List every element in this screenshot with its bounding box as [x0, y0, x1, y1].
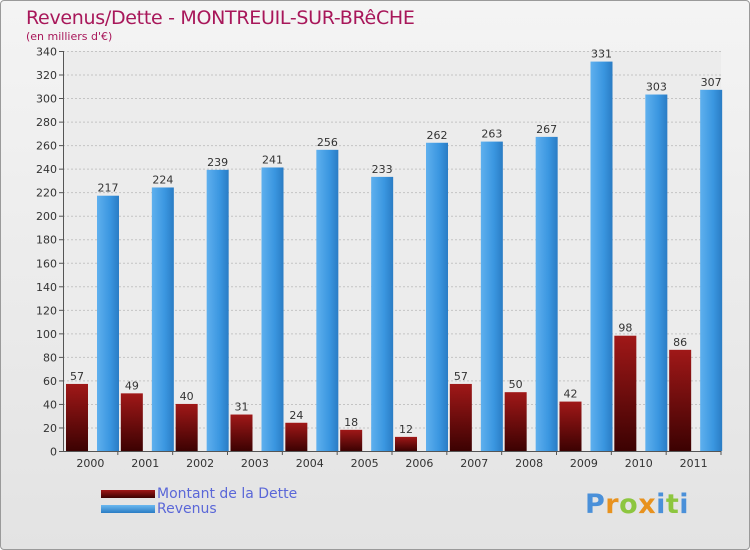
x-tick-label: 2003 [241, 457, 269, 470]
data-label-dette: 31 [235, 401, 249, 414]
logo-letter: x [638, 489, 657, 520]
data-label-revenus: 307 [701, 76, 722, 89]
chart-subtitle: (en milliers d'€) [26, 30, 113, 43]
bar-dette [120, 393, 143, 451]
x-tick-label: 2010 [625, 457, 653, 470]
y-tick-label: 140 [36, 281, 57, 294]
bar-dette [669, 349, 692, 451]
bar-revenus [151, 187, 174, 451]
data-label-dette: 24 [289, 409, 303, 422]
logo-letter: r [605, 489, 620, 520]
legend-swatch-dette [101, 490, 155, 498]
logo-letter: i [656, 489, 666, 520]
bar-revenus [316, 149, 339, 451]
data-label-dette: 57 [454, 370, 468, 383]
x-tick-label: 2001 [131, 457, 159, 470]
chart-title: Revenus/Dette - MONTREUIL-SUR-BRêCHE [26, 7, 415, 29]
bar-revenus [426, 142, 448, 451]
y-tick-label: 280 [36, 116, 57, 129]
data-label-revenus: 267 [536, 123, 557, 136]
y-tick-label: 100 [36, 328, 57, 341]
legend-label-dette: Montant de la Dette [157, 486, 298, 502]
bar-revenus [371, 176, 394, 451]
data-label-dette: 57 [70, 370, 84, 383]
data-label-revenus: 233 [372, 163, 393, 176]
bar-revenus [590, 61, 613, 452]
logo-letter: t [665, 489, 680, 520]
data-label-dette: 98 [618, 322, 632, 335]
x-tick-label: 2008 [515, 457, 543, 470]
x-tick-label: 2009 [570, 457, 598, 470]
data-label-revenus: 262 [427, 129, 448, 142]
x-tick-label: 2000 [76, 457, 104, 470]
data-label-dette: 42 [564, 388, 578, 401]
legend-label-revenus: Revenus [157, 501, 217, 517]
y-tick-label: 120 [36, 304, 57, 317]
x-tick-label: 2004 [296, 457, 324, 470]
bar-dette [559, 401, 582, 451]
y-tick-label: 320 [36, 69, 57, 82]
x-tick-label: 2002 [186, 457, 214, 470]
y-tick-label: 180 [36, 234, 57, 247]
bar-dette [614, 335, 637, 451]
x-tick-label: 2005 [351, 457, 379, 470]
legend-swatch-revenus [101, 505, 155, 513]
y-tick-label: 220 [36, 187, 57, 200]
bar-dette [285, 422, 308, 451]
data-label-revenus: 239 [207, 156, 228, 169]
data-label-dette: 50 [509, 378, 523, 391]
bar-revenus [700, 89, 723, 451]
data-label-revenus: 331 [591, 48, 612, 61]
y-tick-label: 80 [43, 351, 57, 364]
data-label-revenus: 303 [646, 81, 667, 94]
data-label-dette: 12 [399, 423, 413, 436]
proxiti-logo: Proxiti [585, 489, 689, 520]
data-label-revenus: 224 [152, 173, 173, 186]
data-label-revenus: 263 [481, 128, 502, 141]
y-tick-label: 60 [43, 375, 57, 388]
x-tick-label: 2007 [460, 457, 488, 470]
data-label-revenus: 256 [317, 136, 338, 149]
bar-revenus [261, 167, 284, 451]
y-tick-label: 20 [43, 422, 57, 435]
y-tick-label: 0 [50, 446, 57, 459]
bar-dette [395, 436, 417, 451]
y-tick-label: 340 [36, 46, 57, 59]
bar-dette [340, 429, 363, 451]
data-label-revenus: 217 [98, 182, 119, 195]
bar-dette [230, 414, 253, 451]
logo-letter: o [619, 489, 639, 520]
bar-dette [66, 383, 88, 451]
y-tick-label: 40 [43, 398, 57, 411]
bar-revenus [480, 141, 503, 451]
data-label-revenus: 241 [262, 153, 283, 166]
y-tick-label: 240 [36, 163, 57, 176]
y-tick-label: 300 [36, 93, 57, 106]
bar-revenus [206, 169, 229, 451]
y-tick-label: 260 [36, 140, 57, 153]
logo-letter: i [679, 489, 690, 520]
bar-revenus [535, 136, 558, 451]
bar-dette [504, 392, 527, 451]
bar-revenus [97, 195, 119, 451]
x-tick-label: 2011 [680, 457, 708, 470]
logo-letter: P [585, 489, 606, 520]
data-label-dette: 40 [180, 390, 194, 403]
bar-dette [449, 383, 472, 451]
bar-revenus [645, 94, 668, 451]
data-label-dette: 49 [125, 379, 139, 392]
data-label-dette: 86 [673, 336, 687, 349]
data-label-dette: 18 [344, 416, 358, 429]
bar-dette [175, 403, 198, 451]
x-tick-label: 2006 [405, 457, 433, 470]
y-tick-label: 160 [36, 257, 57, 270]
y-tick-label: 200 [36, 210, 57, 223]
